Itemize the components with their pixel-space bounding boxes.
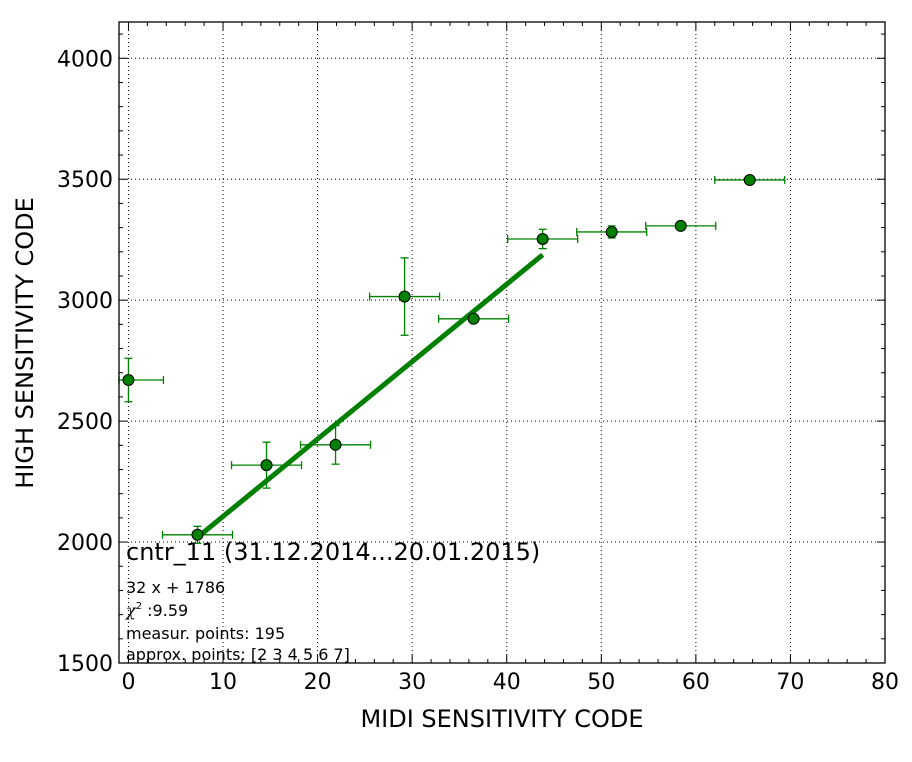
- data-point: [191, 528, 204, 541]
- annotation-approx-points: approx. points: [2 3 4 5 6 7]: [126, 645, 350, 664]
- x-tick-label: 10: [209, 670, 237, 695]
- x-tick-labels: 0 10 20 30 40 50 60 70 80: [121, 670, 899, 695]
- y-tick-label: 1500: [57, 652, 113, 677]
- y-axis-label: HIGH SENSITIVITY CODE: [11, 197, 39, 489]
- x-tick-label: 40: [493, 670, 521, 695]
- annotation: cntr_11 (31.12.2014...20.01.2015) 32 x +…: [125, 538, 540, 664]
- fit-layer: [195, 252, 545, 540]
- annotation-measur-points: measur. points: 195: [126, 624, 285, 643]
- x-tick-label: 20: [304, 670, 332, 695]
- minor-ticks: [119, 22, 885, 663]
- y-tick-label: 3000: [57, 289, 113, 314]
- chi2-symbol: χ: [125, 601, 137, 620]
- plot-frame: [118, 21, 886, 664]
- y-tick-labels: 1500 2000 2500 3000 3500 4000: [57, 47, 113, 677]
- data-points: [122, 173, 756, 541]
- y-tick-label: 2500: [57, 410, 113, 435]
- x-axis-label: MIDI SENSITIVITY CODE: [360, 705, 643, 733]
- fit-line: [195, 252, 545, 540]
- data-point: [674, 219, 687, 232]
- x-tick-label: 80: [871, 670, 899, 695]
- x-tick-label: 70: [776, 670, 804, 695]
- y-tick-label: 4000: [57, 47, 113, 72]
- major-ticks: [119, 22, 886, 664]
- chi2-superscript: 2: [136, 601, 142, 612]
- annotation-title: cntr_11 (31.12.2014...20.01.2015): [126, 538, 540, 566]
- data-point: [536, 232, 549, 245]
- errorbars: [118, 175, 786, 544]
- annotation-chi2: χ2 :9.59: [125, 601, 188, 620]
- x-tick-label: 50: [587, 670, 615, 695]
- x-tick-label: 0: [121, 670, 135, 695]
- x-tick-label: 30: [398, 670, 426, 695]
- grid: [119, 22, 885, 663]
- data-point: [398, 290, 411, 303]
- data-point: [467, 312, 480, 325]
- data-point: [122, 373, 135, 386]
- chi2-value: :9.59: [142, 601, 188, 620]
- y-tick-label: 3500: [57, 168, 113, 193]
- y-tick-label: 2000: [57, 531, 113, 556]
- data-point: [743, 173, 756, 186]
- data-point: [329, 438, 342, 451]
- x-tick-label: 60: [682, 670, 710, 695]
- data-point: [605, 225, 618, 238]
- data-point: [260, 459, 273, 472]
- annotation-equation: 32 x + 1786: [126, 578, 225, 597]
